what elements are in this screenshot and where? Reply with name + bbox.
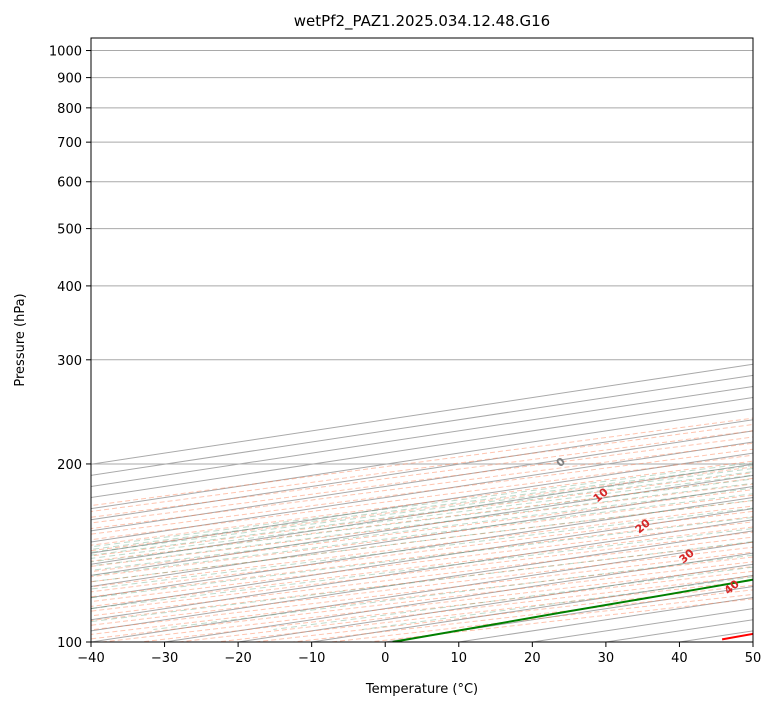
grid-layer — [91, 50, 753, 642]
isotherm-line — [91, 474, 753, 576]
y-tick-label: 900 — [57, 72, 82, 87]
x-tick-label: −40 — [77, 651, 104, 666]
x-tick-label: 30 — [598, 651, 615, 666]
x-tick-label: 0 — [381, 651, 389, 666]
x-tick-label: 10 — [451, 651, 468, 666]
isotherm-line — [91, 452, 753, 554]
y-tick-label: 700 — [57, 136, 82, 151]
plot-frame — [90, 37, 754, 643]
isotherm-line — [91, 485, 753, 587]
isotherm-line — [91, 519, 753, 621]
y-tick-label: 800 — [57, 102, 82, 117]
x-tick-label: 40 — [671, 651, 688, 666]
y-tick-label: 400 — [57, 280, 82, 295]
x-tick-label: 20 — [524, 651, 541, 666]
y-axis-label: Pressure (hPa) — [13, 293, 28, 386]
isotherm-line — [91, 508, 753, 610]
isotherm-line — [91, 530, 753, 632]
isotherm-line — [91, 463, 753, 565]
isotherm-line — [91, 497, 753, 599]
x-axis-label: Temperature (°C) — [365, 682, 478, 697]
x-tick-label: 50 — [745, 651, 762, 666]
y-tick-label: 1000 — [49, 45, 82, 60]
y-tick-label: 200 — [57, 458, 82, 473]
y-tick-label: 500 — [57, 223, 82, 238]
y-tick-label: 300 — [57, 354, 82, 369]
isotherm-line — [91, 441, 753, 543]
chart-title: wetPf2_PAZ1.2025.034.12.48.G16 — [294, 12, 550, 31]
tick-layer: −40 −30 −20 −10 0 10 20 30 40 50 1000 900 800 700 600 5… — [49, 45, 761, 666]
x-tick-label: −10 — [298, 651, 325, 666]
y-tick-label: 100 — [57, 636, 82, 651]
x-tick-label: −20 — [224, 651, 251, 666]
x-tick-label: −30 — [151, 651, 178, 666]
y-tick-label: 600 — [57, 176, 82, 191]
